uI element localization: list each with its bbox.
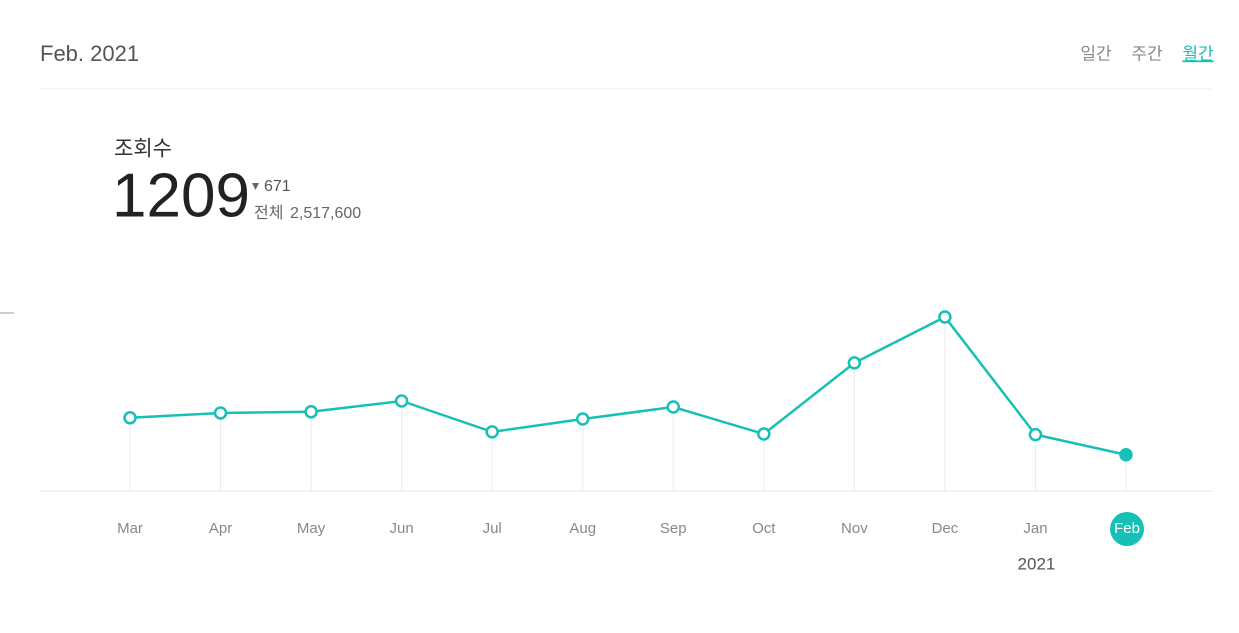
point [213,406,228,420]
point [666,400,681,414]
point [394,394,409,408]
page-title: Feb. 2021 [40,41,139,66]
x-tick-label[interactable]: May [297,520,326,537]
point [304,405,318,419]
x-tick-label[interactable]: Nov [841,520,868,537]
x-tick-label[interactable]: Feb [1114,520,1140,537]
down-arrow [252,183,259,190]
x-tick-label[interactable]: Apr [209,520,232,537]
stat-value: 1209 [112,161,250,230]
period-tab[interactable]: 일간 [1080,44,1112,63]
period-tab[interactable]: 월간 [1182,44,1214,63]
point [123,411,137,425]
x-tick-label[interactable]: Aug [569,520,596,537]
selected-month-badge [1110,512,1144,546]
point [938,310,952,324]
period-tab[interactable]: 주간 [1131,44,1163,63]
year-label: 2021 [1018,554,1056,573]
period-tabs: 일간 주간 월간 [1080,44,1214,63]
stat-label: 조회수 [114,138,172,161]
stat-total-label: 전체 [254,204,283,222]
x-tick-label[interactable]: Oct [752,520,776,537]
line [129,315,1127,456]
point [847,356,862,370]
point [485,425,499,439]
point [575,412,590,426]
x-tick-label[interactable]: Jul [483,520,502,537]
x-tick-label[interactable]: Dec [932,520,959,537]
x-tick-label[interactable]: Sep [660,520,687,537]
stat-total: 2,517,600 [290,205,361,222]
x-tick-label[interactable]: Mar [117,520,143,537]
point [757,427,771,441]
stat-change: 671 [264,178,291,195]
x-tick-label[interactable]: Jun [390,520,414,537]
x-tick-label[interactable]: Jan [1023,520,1047,537]
point [1119,447,1133,462]
point [1028,427,1043,442]
